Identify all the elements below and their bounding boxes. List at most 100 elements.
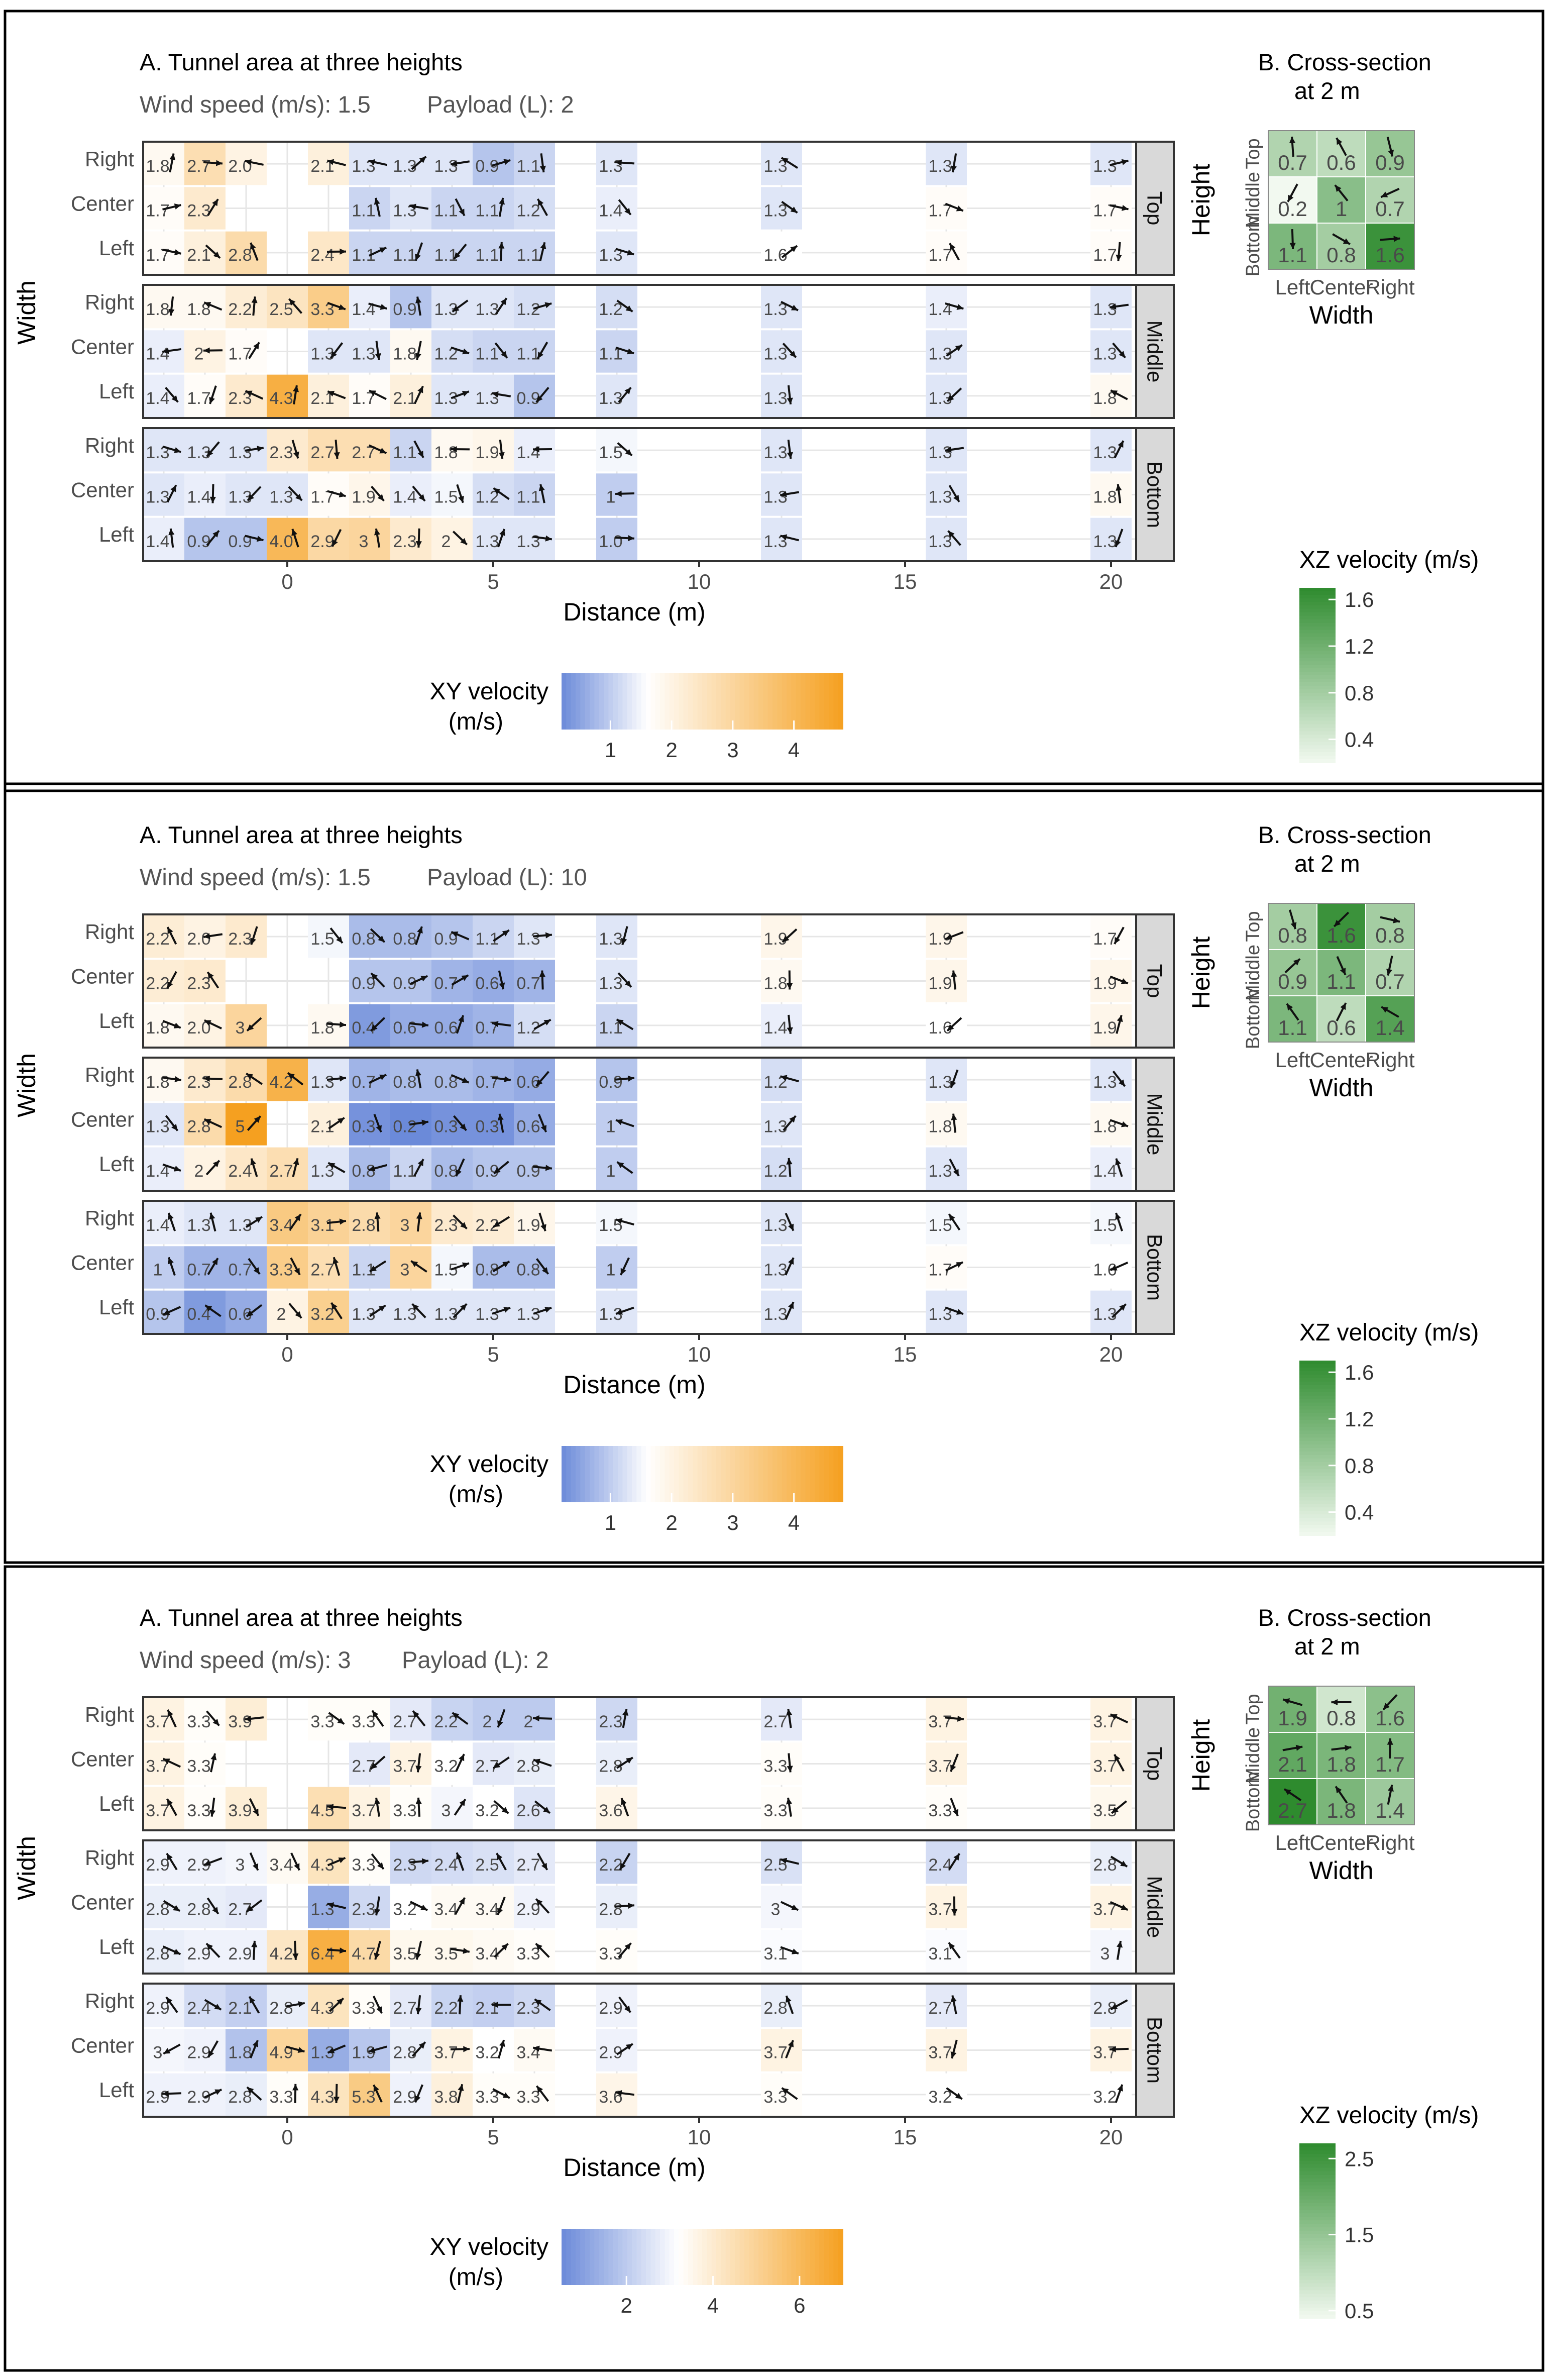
xz-legend-swatch xyxy=(1299,2308,1336,2312)
tunnel-cell-value: 2.3 xyxy=(187,1073,210,1092)
tunnel-cell-value: 2.9 xyxy=(146,1999,169,2018)
tunnel-cell-value: 1.3 xyxy=(1093,300,1117,319)
tunnel-cell: 3 xyxy=(761,1886,802,1928)
tunnel-cell-fill xyxy=(1090,231,1132,274)
tunnel-cell-fill xyxy=(184,1787,226,1829)
cross-section-cell-fill xyxy=(1317,224,1365,269)
cross-section-width-label: Center xyxy=(1309,1831,1373,1854)
xy-legend-swatch xyxy=(650,673,656,730)
tunnel-cell-value: 1.3 xyxy=(928,532,952,551)
tunnel-cell-fill xyxy=(761,960,802,1002)
tunnel-cell-arrow-head xyxy=(541,1862,547,1870)
cross-section-arrow-head xyxy=(1284,1789,1291,1795)
tunnel-cell-value: 1.5 xyxy=(310,929,334,949)
tunnel-cell-arrow-head xyxy=(1110,303,1117,310)
xz-legend-swatch xyxy=(1299,2258,1336,2263)
tunnel-cell: 5 xyxy=(226,1103,267,1146)
xz-legend-swatch xyxy=(1299,1371,1336,1375)
tunnel-cell: 2.2 xyxy=(431,1698,473,1741)
tunnel-cell-arrow-head xyxy=(621,938,627,945)
tunnel-cell-arrow-head xyxy=(339,1947,346,1954)
tunnel-cell-fill xyxy=(349,1930,390,1973)
tunnel-cell-value: 1.3 xyxy=(310,1073,334,1092)
xz-legend-swatch xyxy=(1299,724,1336,729)
cross-section-arrow-head xyxy=(1289,243,1296,249)
tunnel-cell-value: 3.7 xyxy=(1093,1757,1117,1776)
xy-legend-swatch xyxy=(590,2229,595,2285)
tunnel-cell: 1.5 xyxy=(596,429,637,472)
tunnel-cell-fill xyxy=(184,1246,226,1289)
tunnel-cell-value: 2.8 xyxy=(187,1900,210,1919)
tunnel-cell: 0.9 xyxy=(390,960,431,1002)
tunnel-cell-arrow-head xyxy=(204,302,211,308)
tunnel-cell-fill xyxy=(226,1103,267,1146)
tunnel-cell: 0.6 xyxy=(514,1103,555,1146)
tunnel-cell-fill xyxy=(431,1742,473,1785)
xz-legend-swatch xyxy=(1299,717,1336,721)
tunnel-cell-fill xyxy=(514,187,555,230)
facet-bottom: 2.9 2.4 2.1 2.8 4.3 3.3 2.7 2.2 2.1 2.3 2.9 2.8 2.7 2… xyxy=(71,1983,1175,2118)
cross-section-cell: 0.7 xyxy=(1366,177,1414,223)
xz-legend-tick-label: 0.8 xyxy=(1345,681,1374,705)
tunnel-cell: 1.3 xyxy=(143,1103,184,1146)
cross-section-width-label: Center xyxy=(1309,1048,1373,1072)
tunnel-cell-fill xyxy=(308,374,349,417)
cross-section-cell-value: 1.6 xyxy=(1375,243,1404,267)
tunnel-cell-arrow-head xyxy=(374,1952,380,1960)
tunnel-cell-arrow-head xyxy=(616,1019,624,1025)
cross-section-cell: 0.6 xyxy=(1317,131,1365,176)
tunnel-cell-arrow-head xyxy=(788,1223,794,1231)
xz-legend-swatch xyxy=(1299,1399,1336,1403)
tunnel-cell-arrow-head xyxy=(452,1712,460,1719)
cross-section-arrow-head xyxy=(1334,919,1341,926)
tunnel-cell-arrow-head xyxy=(499,529,505,536)
tunnel-cell-value: 2.8 xyxy=(228,2088,252,2107)
tunnel-cell: 1.1 xyxy=(431,187,473,230)
distance-tick-label: 10 xyxy=(688,570,711,593)
xy-legend-swatch xyxy=(674,673,680,730)
xy-legend-swatch xyxy=(693,1446,698,1502)
xz-legend-swatch xyxy=(1299,675,1336,679)
tunnel-cell: 1.9 xyxy=(1090,960,1132,1002)
xy-legend-swatch xyxy=(744,2229,750,2285)
tunnel-cell-value: 1.1 xyxy=(352,201,375,221)
tunnel-cell-fill xyxy=(349,1103,390,1146)
title-b-line2: at 2 m xyxy=(1294,850,1360,877)
tunnel-cell-value: 1.3 xyxy=(928,488,952,507)
xz-legend-swatch xyxy=(1299,1448,1336,1452)
xz-legend-swatch xyxy=(1299,692,1336,697)
cross-section-cell-value: 0.8 xyxy=(1278,923,1307,947)
cross-section-arrow-head xyxy=(1286,1003,1293,1011)
tunnel-cell-arrow-head xyxy=(459,1754,465,1762)
xy-legend-swatch xyxy=(749,2229,754,2285)
cross-section-cell-value: 0.9 xyxy=(1278,970,1307,993)
tunnel-cell-arrow-head xyxy=(458,1015,464,1022)
xz-legend-swatch xyxy=(1299,633,1336,638)
xy-legend-swatch xyxy=(763,2229,768,2285)
xy-legend-swatch xyxy=(665,2229,670,2285)
tunnel-cell-fill xyxy=(431,1886,473,1928)
tunnel-cell-value: 1.3 xyxy=(434,389,458,408)
distance-tick-label: 5 xyxy=(487,1342,499,1366)
xy-legend-swatch xyxy=(655,2229,660,2285)
row-label-right: Right xyxy=(85,434,134,457)
tunnel-cell-arrow-head xyxy=(497,1720,503,1728)
tunnel-cell-fill xyxy=(431,2073,473,2116)
tunnel-cell: 1.7 xyxy=(226,330,267,373)
tunnel-cell-arrow-head xyxy=(504,1076,511,1083)
cross-section-cell-fill xyxy=(1269,904,1316,949)
tunnel-cell: 3 xyxy=(226,1004,267,1047)
tunnel-cell: 1.8 xyxy=(184,286,226,329)
tunnel-cell-value: 2 xyxy=(194,345,204,364)
tunnel-cell-arrow-head xyxy=(337,1998,344,2005)
xy-legend-swatch xyxy=(838,2229,843,2285)
tunnel-cell-arrow-head xyxy=(786,983,793,990)
tunnel-cell: 3.9 xyxy=(226,1698,267,1741)
tunnel-cell-fill xyxy=(596,1147,637,1190)
facet-strip xyxy=(1135,1839,1175,1975)
tunnel-cell-value: 2.7 xyxy=(393,1999,416,2018)
xy-legend-swatch xyxy=(627,673,632,730)
tunnel-cell-arrow-head xyxy=(499,2040,505,2047)
xy-legend-title-line2: (m/s) xyxy=(449,2264,503,2291)
tunnel-cell: 0.9 xyxy=(390,286,431,329)
